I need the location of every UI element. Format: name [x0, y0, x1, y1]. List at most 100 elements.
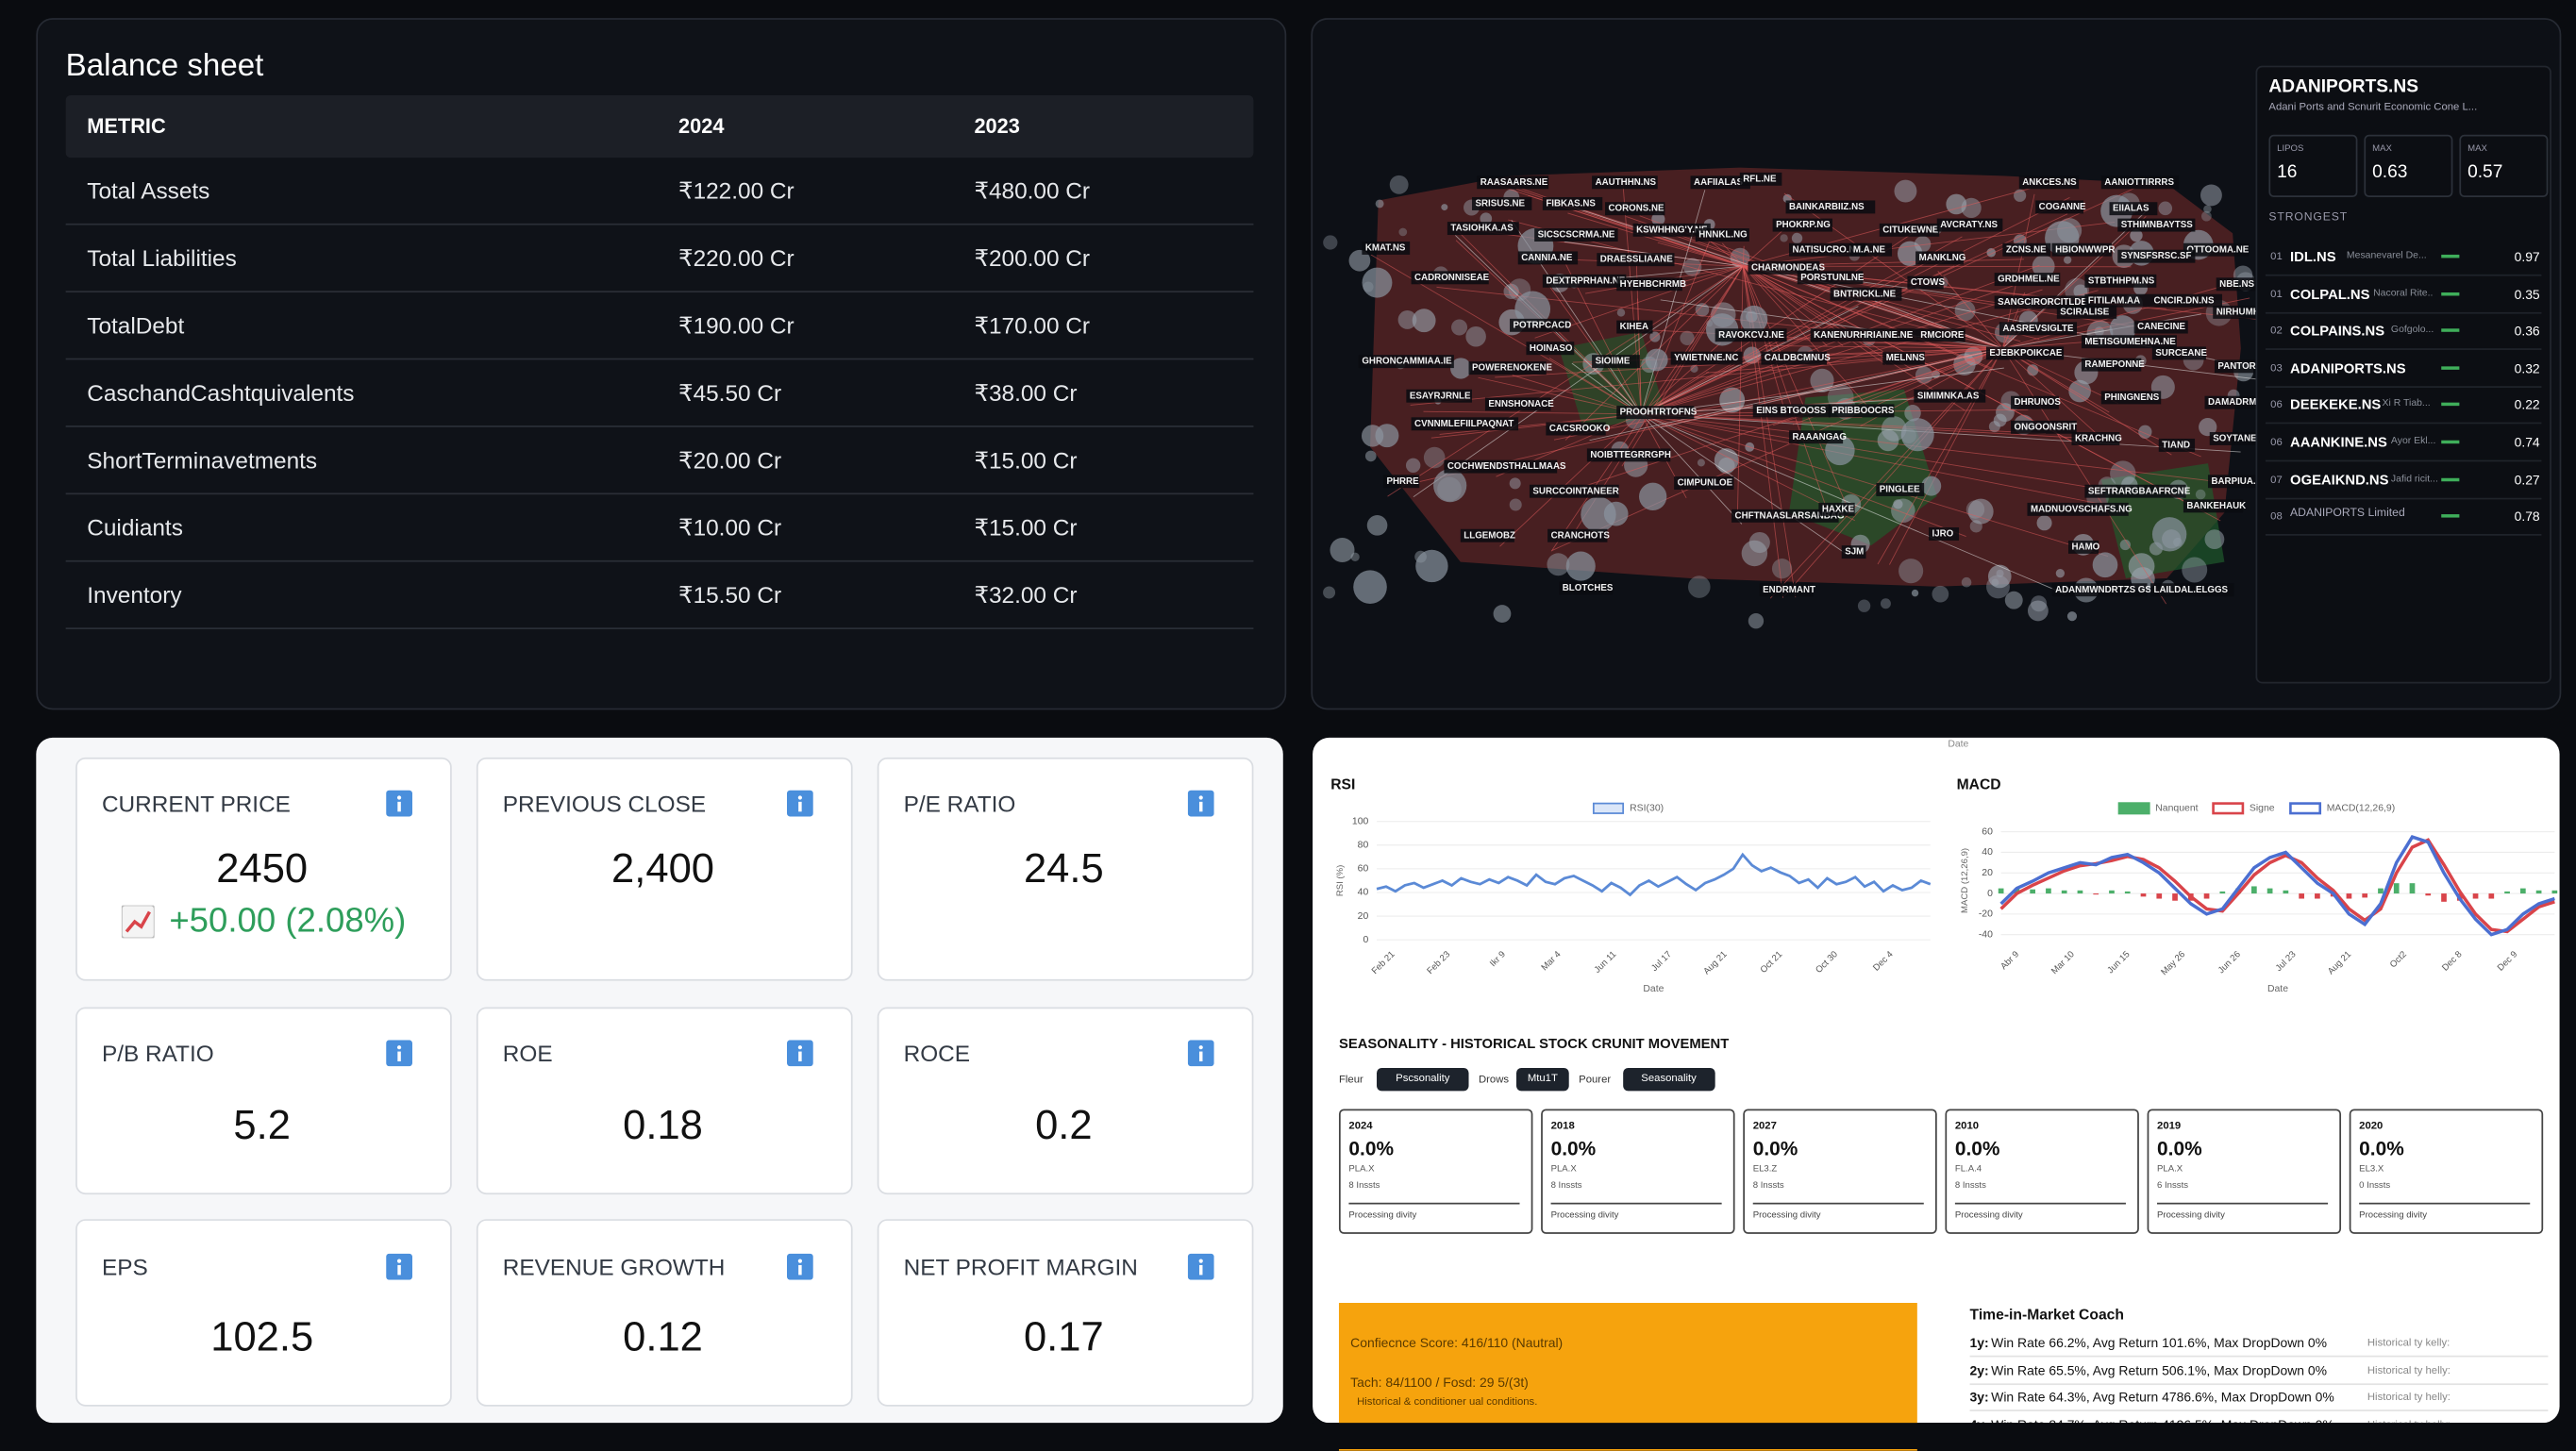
- network-node: [2195, 489, 2206, 500]
- node-label: AASREVSIGLTE: [2002, 324, 2074, 334]
- network-edge: [1478, 376, 1642, 415]
- y-tick-label: 0: [1363, 935, 1368, 945]
- season-count: 8 Inssts: [1550, 1181, 1582, 1192]
- rank: 01: [2270, 251, 2283, 263]
- node-label: TIAND: [2162, 441, 2190, 451]
- network-hub: [1581, 496, 1616, 532]
- season-value: 0.0%: [1550, 1137, 1597, 1160]
- histogram-bar: [2299, 893, 2304, 899]
- info-icon[interactable]: [786, 1253, 813, 1280]
- network-edge: [1841, 347, 2003, 411]
- network-edge: [1657, 242, 1744, 267]
- label-bg: [1907, 275, 1944, 290]
- network-edge: [1937, 271, 2003, 349]
- node-label: ZCNS.NE: [2006, 244, 2047, 255]
- metric-value: 0.17: [1023, 1314, 1104, 1360]
- network-hub: [1433, 469, 1467, 503]
- season-status: Processing divity: [2359, 1210, 2428, 1221]
- label-bg: [1929, 527, 1960, 541]
- label-bg: [1358, 355, 1454, 369]
- node-label: EINS BTGOOSS: [1756, 406, 1827, 416]
- x-tick-label: Jul 23: [2274, 949, 2299, 974]
- network-edge: [1640, 241, 1711, 415]
- filter-button[interactable]: Pscsonality: [1377, 1067, 1469, 1092]
- season-value: 0.0%: [1348, 1137, 1395, 1160]
- network-edge: [1641, 290, 2099, 415]
- histogram-bar: [2504, 891, 2510, 894]
- network-hub: [1740, 305, 1768, 334]
- network-node: [2055, 569, 2066, 578]
- info-icon[interactable]: [1187, 1253, 1214, 1280]
- histogram-bar: [2093, 893, 2099, 895]
- network-node: [1616, 309, 1626, 317]
- node-label: SYNSFSRSC.SF: [2121, 251, 2192, 261]
- node-label: ESAYRJRNLE: [1410, 391, 1471, 401]
- info-icon[interactable]: [386, 1253, 413, 1280]
- label-bg: [2100, 175, 2180, 190]
- cell: ₹15.50 Cr: [678, 581, 782, 609]
- label-bg: [1916, 328, 1965, 342]
- filter-button[interactable]: Seasonality: [1622, 1067, 1715, 1092]
- season-status: Processing divity: [1550, 1210, 1619, 1221]
- strength-bar: [2441, 403, 2460, 407]
- label-bg: [1477, 175, 1549, 190]
- label-bg: [1484, 397, 1551, 411]
- network-node: [1348, 249, 1371, 272]
- node-label: KMAT.NS: [1365, 243, 1406, 254]
- network-node: [1915, 366, 1933, 384]
- rank: 03: [2270, 362, 2283, 375]
- node-label: COCHWENDSTHALLMAAS: [1447, 461, 1566, 472]
- icon-bar: [397, 1264, 401, 1276]
- page-edge: [1313, 1423, 2562, 1450]
- filter-button[interactable]: Mtu1T: [1516, 1067, 1569, 1092]
- info-icon[interactable]: [786, 790, 813, 817]
- network-node: [1441, 204, 1448, 211]
- network-node: [1451, 319, 1468, 336]
- confidence-detail: Tach: 84/1100 / Fosd: 29 5/(3t): [1350, 1375, 1529, 1391]
- rank: 02: [2270, 325, 2283, 338]
- network-node: [2073, 284, 2088, 299]
- metric-value: 0.2: [1035, 1102, 1093, 1149]
- label-bg: [1761, 351, 1828, 365]
- info-icon[interactable]: [386, 790, 413, 817]
- info-icon[interactable]: [386, 1040, 413, 1067]
- info-icon[interactable]: [1187, 1040, 1214, 1067]
- node-label: DEXTRPRHAN.NE: [1546, 275, 1625, 286]
- network-node: [1465, 325, 1486, 347]
- coach-period: 1y:: [1969, 1335, 1989, 1351]
- node-label: ONGOONSRIT: [2015, 422, 2078, 432]
- network-edge: [1419, 347, 2003, 483]
- info-icon[interactable]: [786, 1040, 813, 1067]
- label-bg: [1411, 271, 1489, 285]
- season-status: Processing divity: [1752, 1210, 1821, 1221]
- node-label: CHARMONDEAS: [1751, 262, 1825, 273]
- network-node: [2204, 529, 2225, 550]
- label-bg: [1592, 175, 1658, 190]
- icon-dot: [396, 795, 402, 800]
- row-divider: [2265, 311, 2542, 313]
- season-card: [2147, 1109, 2342, 1234]
- label-bg: [1876, 483, 1925, 496]
- stat-label: MAX: [2372, 144, 2392, 155]
- info-icon[interactable]: [1187, 790, 1214, 817]
- strength-bar: [2441, 514, 2460, 518]
- network-node: [2064, 256, 2072, 264]
- label-bg: [1752, 404, 1831, 418]
- network-node: [1771, 559, 1793, 579]
- network-node: [1493, 605, 1512, 623]
- label-bg: [1695, 228, 1749, 242]
- season-code: EL3.X: [2359, 1164, 2384, 1176]
- node-label: RMCIORE: [1920, 330, 1965, 341]
- network-node: [1877, 429, 1899, 452]
- row-divider: [2265, 348, 2542, 351]
- network-edge: [1641, 413, 2047, 434]
- node-label: HAMO: [2071, 542, 2099, 552]
- network-edge: [1641, 413, 2238, 485]
- label-bg: [1810, 328, 1918, 342]
- node-label: BAINKARBIIZ.NS: [1789, 202, 1865, 212]
- ticker-desc: Jafid ricit...: [2390, 474, 2438, 485]
- trend-icon: [121, 905, 155, 939]
- network-edge: [1641, 367, 2004, 415]
- metric-value: 2450: [216, 845, 309, 892]
